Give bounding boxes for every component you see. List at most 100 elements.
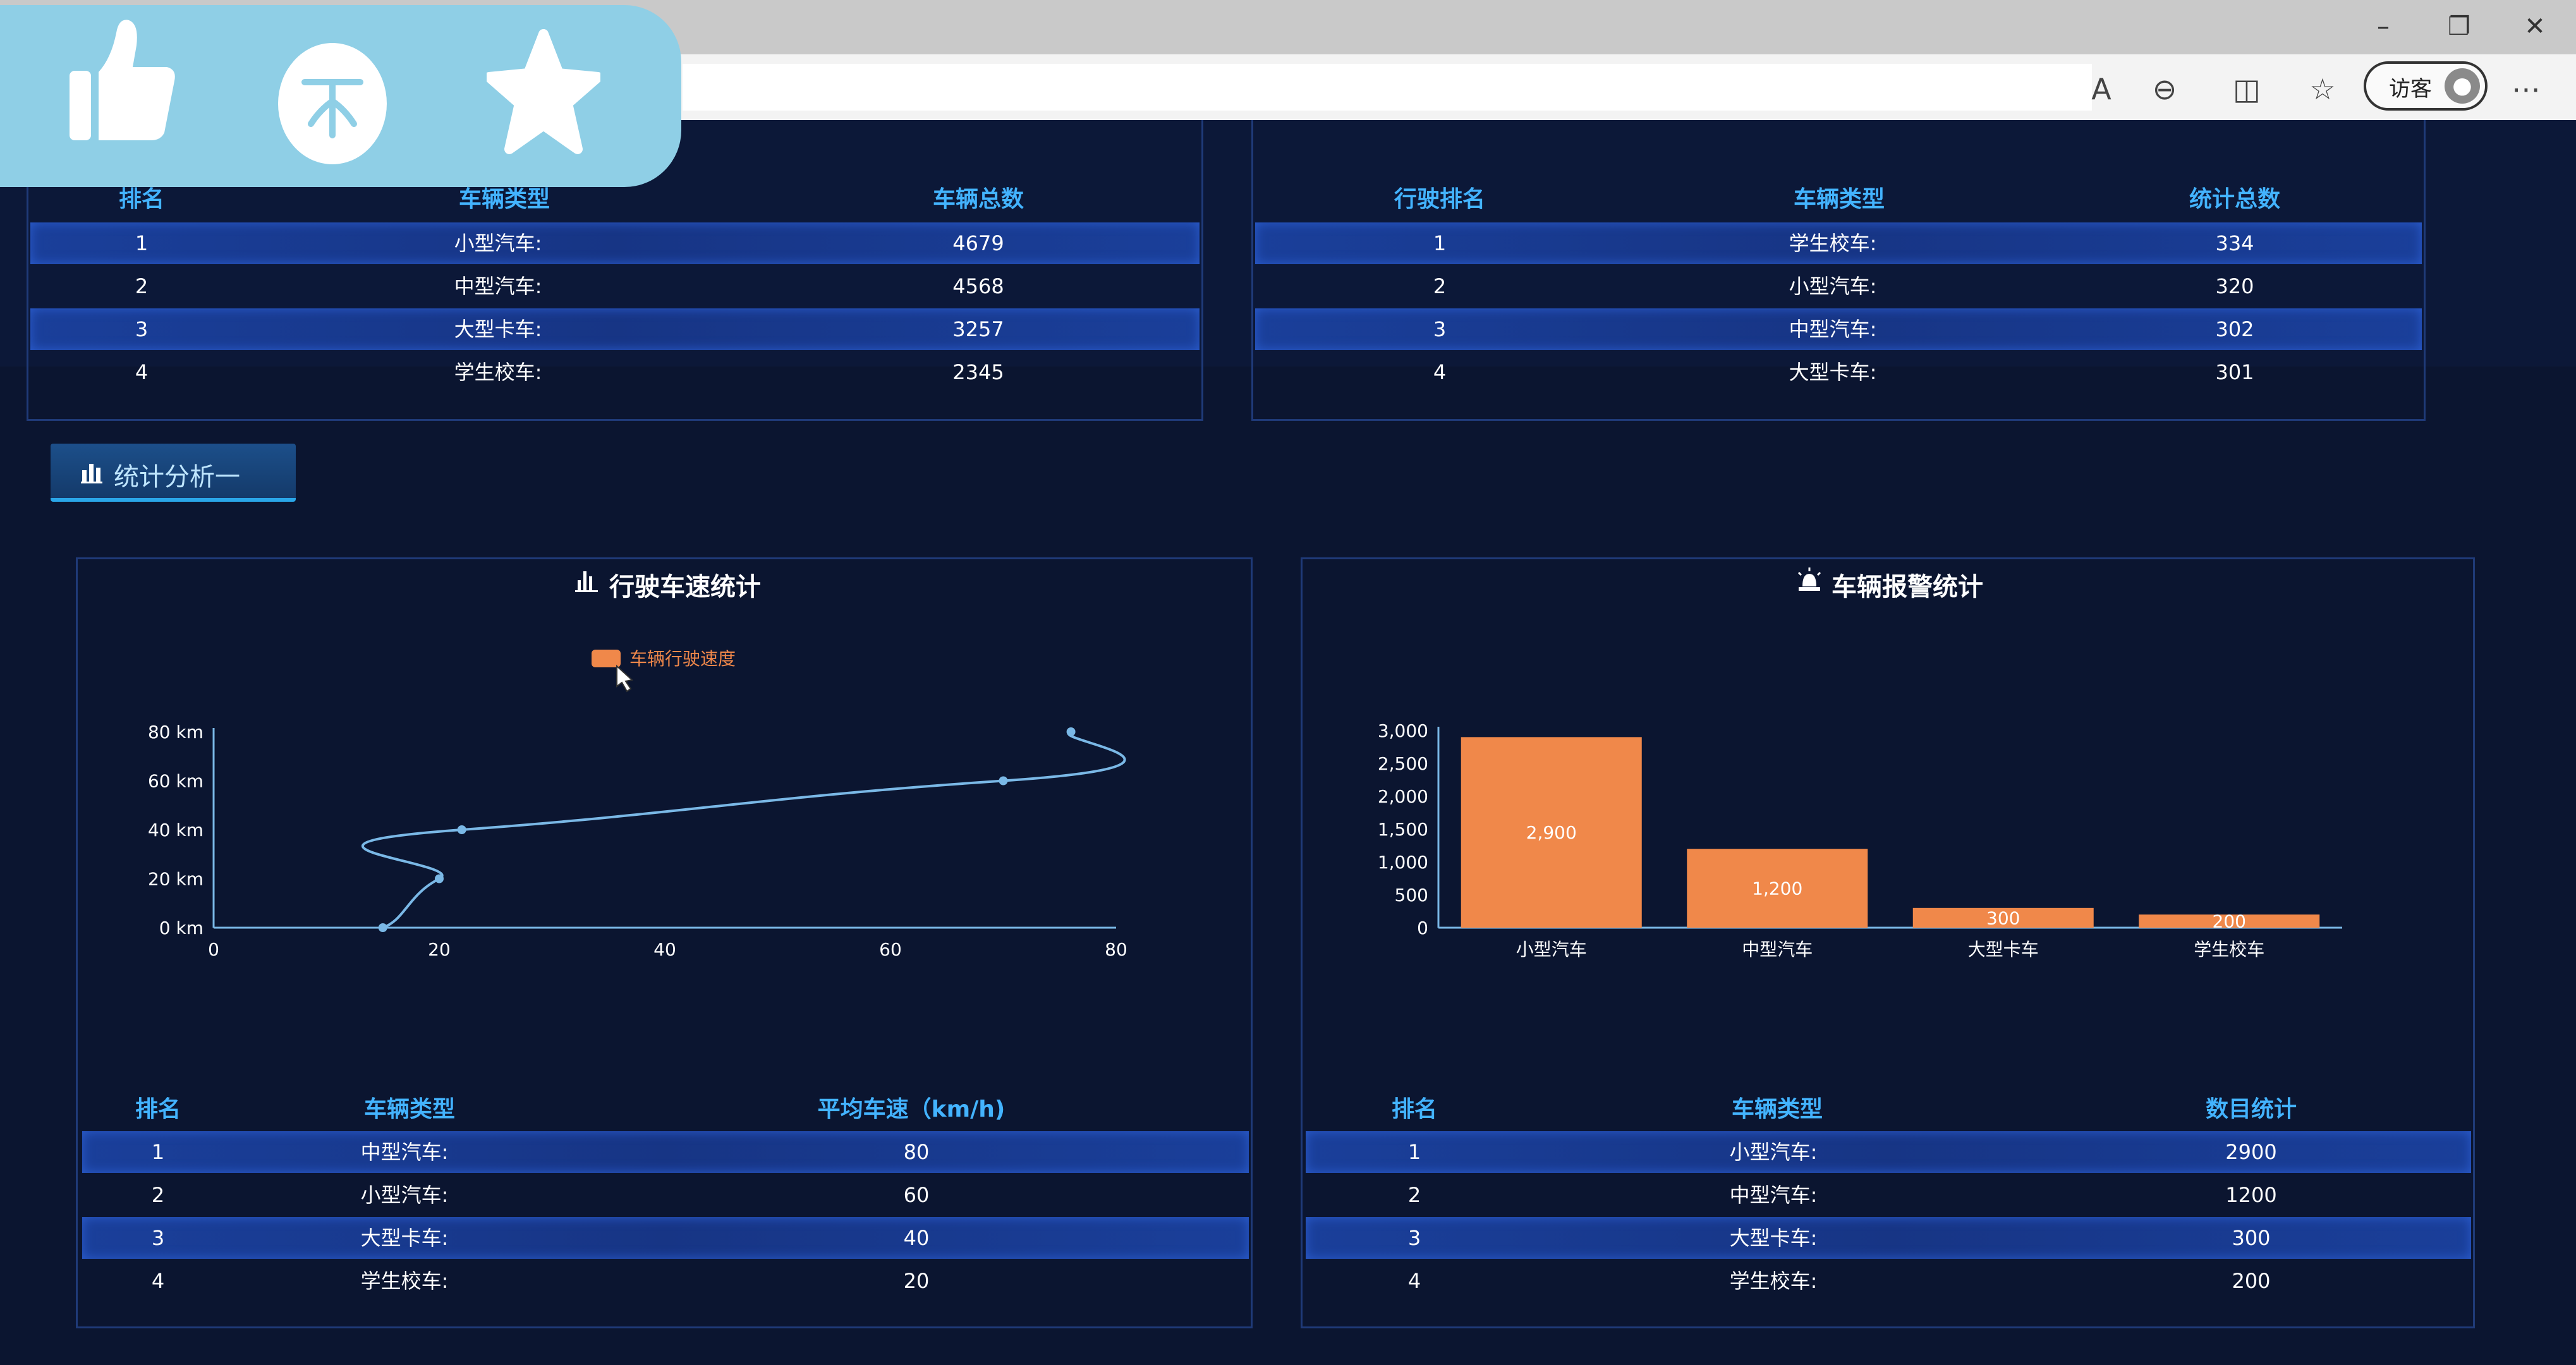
- data-point: [1066, 727, 1076, 736]
- table-row: 4 学生校车: 200: [1306, 1260, 2471, 1302]
- y-tick-label: 80 km: [148, 722, 204, 743]
- cell-type: 小型汽车:: [1729, 1140, 1818, 1164]
- header-rank: 排名: [135, 1096, 181, 1122]
- cell-count: 1200: [2225, 1183, 2277, 1207]
- guest-profile-button[interactable]: 访客 ●: [2364, 61, 2488, 111]
- cell-speed: 60: [903, 1183, 930, 1207]
- header-rank: 行驶排名: [1394, 186, 1486, 212]
- bar: [1687, 849, 1868, 928]
- coin-icon[interactable]: [276, 40, 389, 167]
- alarm-bar-chart: 0 500 1,000 1,500 2,000 2,500 3,000 2,900 小型汽车 1,…: [1378, 720, 2342, 960]
- cell-total: 4679: [952, 231, 1004, 255]
- table-row: 1 小型汽车: 2900: [1306, 1131, 2471, 1173]
- legend-swatch: [592, 650, 621, 667]
- header-type: 车辆类型: [363, 1096, 456, 1122]
- table-header: 排名 车辆类型 平均车速（km/h): [82, 1091, 1249, 1129]
- x-tick-label: 60: [879, 939, 902, 960]
- cell-rank: 4: [151, 1269, 165, 1293]
- speed-table: 排名 车辆类型 平均车速（km/h) 1 中型汽车: 80 2 小型汽车: 60…: [82, 1091, 1249, 1299]
- stats-analysis-tab[interactable]: 统计分析一: [51, 444, 296, 502]
- cell-count: 200: [2232, 1269, 2271, 1293]
- address-bar[interactable]: [683, 64, 2092, 111]
- y-tick-label: 2,000: [1378, 786, 1428, 807]
- x-category-label: 大型卡车: [1968, 939, 2039, 960]
- cell-type: 学生校车:: [1729, 1269, 1818, 1293]
- favorites-icon[interactable]: ☆: [2309, 72, 2336, 106]
- cell-type: 学生校车:: [1789, 231, 1877, 255]
- x-tick-label: 0: [208, 939, 219, 960]
- cell-rank: 2: [1407, 1183, 1421, 1207]
- favorite-star-icon[interactable]: [487, 29, 600, 162]
- cell-count: 300: [2232, 1226, 2271, 1250]
- restore-icon[interactable]: ❐: [2448, 12, 2470, 41]
- cell-type: 中型汽车:: [454, 274, 542, 298]
- speed-panel-title: 行驶车速统计: [609, 573, 761, 602]
- bar: [2139, 914, 2320, 928]
- cell-rank: 4: [1407, 1269, 1421, 1293]
- y-tick-label: 2,500: [1378, 753, 1428, 774]
- alarm-stats-panel: [1301, 557, 2475, 1328]
- cell-rank: 3: [135, 317, 149, 341]
- header-total: 统计总数: [2189, 186, 2281, 212]
- table-row: 3 大型卡车: 3257: [30, 308, 1200, 350]
- header-avg-speed: 平均车速（km/h): [817, 1096, 1005, 1122]
- stats-analysis-label: 统计分析一: [114, 463, 240, 492]
- cell-type: 小型汽车:: [454, 231, 542, 255]
- bar-chart-icon: [81, 464, 102, 483]
- bar-data-label: 300: [1986, 907, 2020, 928]
- bar-data-label: 200: [2213, 911, 2246, 932]
- split-screen-icon[interactable]: ◫: [2233, 72, 2261, 106]
- action-overlay: [0, 5, 681, 187]
- header-rank: 排名: [1391, 1096, 1438, 1122]
- bar-data-label: 2,900: [1526, 822, 1577, 843]
- thumbs-up-icon[interactable]: [66, 14, 179, 147]
- cell-total: 334: [2215, 231, 2254, 255]
- y-tick-label: 40 km: [148, 820, 204, 840]
- more-options-icon[interactable]: ⋯: [2512, 72, 2541, 106]
- cell-total: 3257: [952, 317, 1004, 341]
- read-aloud-icon[interactable]: A: [2091, 72, 2111, 106]
- table-row: 3 中型汽车: 302: [1255, 308, 2422, 350]
- bar: [1461, 737, 1642, 928]
- driving-rank-panel: [1251, 120, 2426, 421]
- x-tick-label: 40: [653, 939, 676, 960]
- close-icon[interactable]: ✕: [2524, 12, 2546, 41]
- table-header: 行驶排名 车辆类型 统计总数: [1255, 181, 2422, 219]
- minimize-icon[interactable]: –: [2377, 12, 2390, 41]
- x-category-label: 学生校车: [2194, 939, 2264, 960]
- header-count: 数目统计: [2205, 1096, 2297, 1122]
- zoom-out-icon[interactable]: ⊖: [2152, 72, 2177, 106]
- header-rank: 排名: [118, 186, 165, 212]
- cell-total: 320: [2215, 274, 2254, 298]
- table-row: 1 学生校车: 334: [1255, 222, 2422, 264]
- cursor-hand-icon: [616, 664, 634, 693]
- speed-title-icon: [575, 571, 598, 592]
- cell-rank: 3: [1433, 317, 1447, 341]
- cell-type: 学生校车:: [360, 1269, 449, 1293]
- cell-type: 中型汽车:: [1729, 1183, 1818, 1207]
- alarm-light-icon: [1797, 567, 1821, 591]
- cell-total: 2345: [952, 360, 1004, 384]
- data-point: [999, 776, 1008, 786]
- cell-type: 学生校车:: [454, 360, 542, 384]
- cell-type: 大型卡车:: [454, 317, 542, 341]
- y-tick-label: 0 km: [159, 918, 204, 938]
- bar: [1912, 907, 2094, 928]
- table-row: 4 学生校车: 2345: [30, 351, 1200, 393]
- speed-stats-panel: [76, 557, 1253, 1328]
- table-row: 4 学生校车: 20: [82, 1260, 1249, 1302]
- data-point: [435, 874, 444, 883]
- y-tick-label: 1,000: [1378, 852, 1428, 873]
- table-row: 1 小型汽车: 4679: [30, 222, 1200, 264]
- vehicle-total-panel: [27, 120, 1203, 421]
- x-category-label: 小型汽车: [1516, 939, 1587, 960]
- cell-type: 大型卡车:: [360, 1226, 449, 1250]
- cell-type: 大型卡车:: [1729, 1226, 1818, 1250]
- cell-type: 小型汽车:: [360, 1183, 449, 1207]
- cell-count: 2900: [2225, 1140, 2277, 1164]
- cell-rank: 2: [1433, 274, 1447, 298]
- x-tick-label: 20: [428, 939, 451, 960]
- cell-speed: 20: [903, 1269, 930, 1293]
- bar-data-label: 1,200: [1752, 878, 1802, 899]
- cell-speed: 80: [903, 1140, 930, 1164]
